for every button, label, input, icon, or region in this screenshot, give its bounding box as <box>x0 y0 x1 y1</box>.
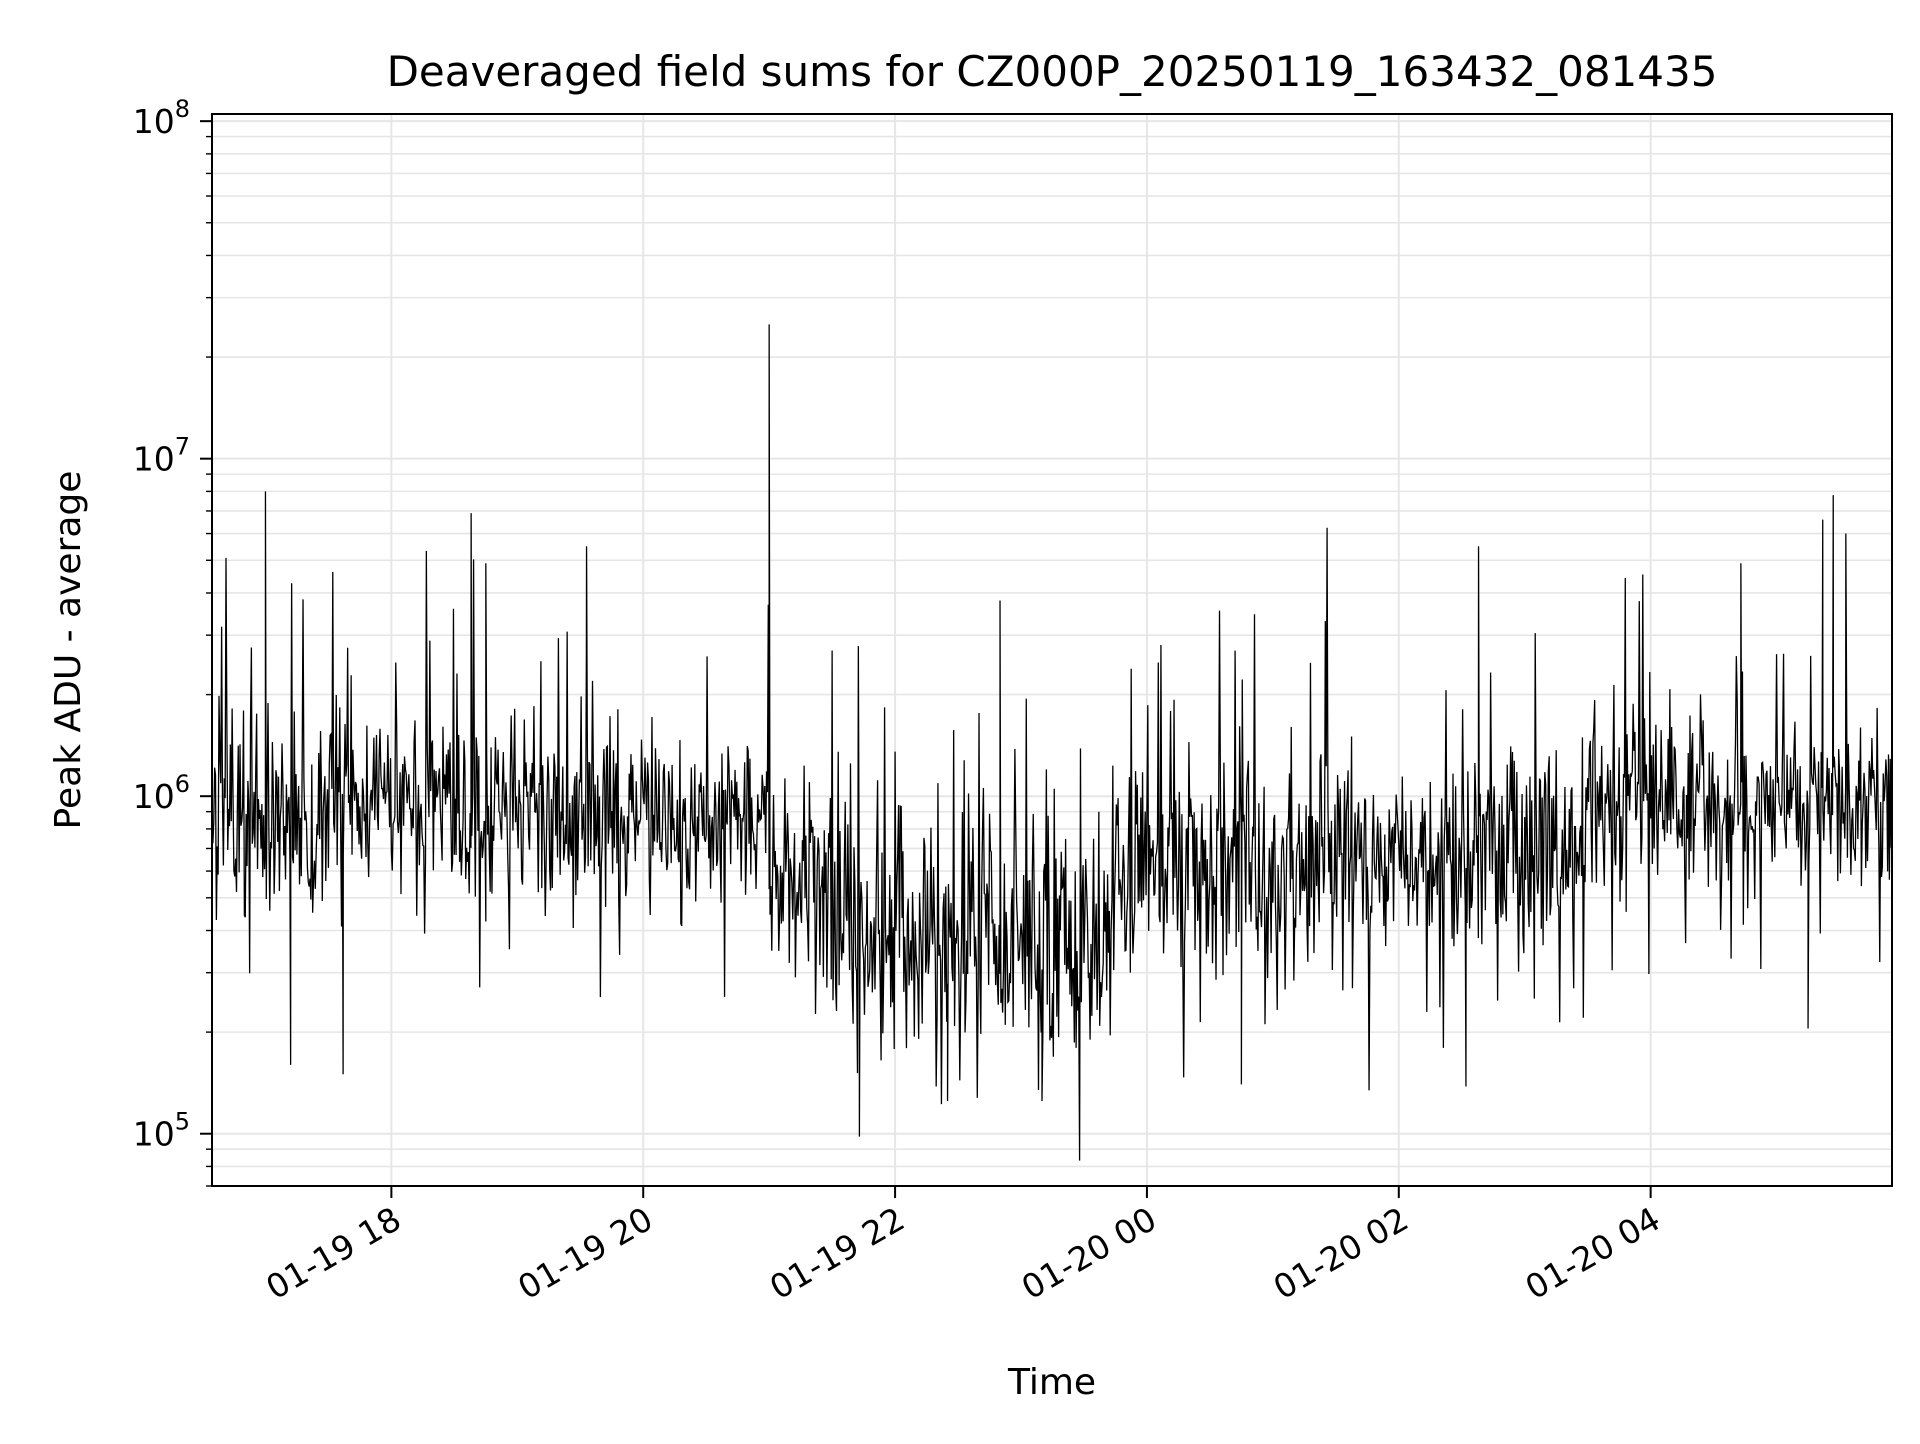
series-line <box>211 324 1892 1161</box>
plot-frame <box>211 113 1893 1187</box>
y-tick-label: 107 <box>133 433 190 479</box>
data-layer <box>211 324 1892 1161</box>
y-axis-ticks: 105 106 107 108 <box>133 95 212 1187</box>
chart-title: Deaveraged field sums for CZ000P_2025011… <box>387 47 1718 96</box>
y-axis-label: Peak ADU - average <box>48 471 89 830</box>
y-tick-label: 106 <box>133 770 190 816</box>
y-tick-label: 105 <box>133 1108 190 1154</box>
x-axis-label: Time <box>1007 1362 1096 1403</box>
y-tick-label: 108 <box>133 95 190 141</box>
